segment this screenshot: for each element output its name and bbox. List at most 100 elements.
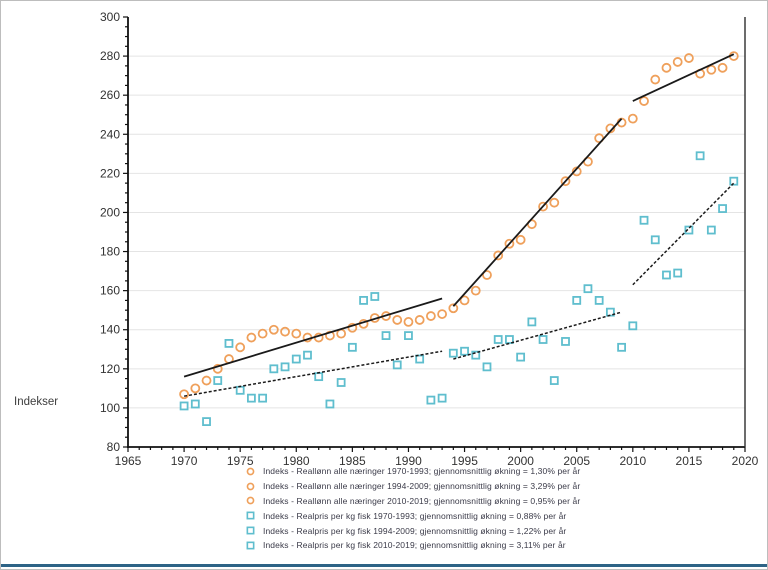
x-tick-label: 2015: [676, 454, 703, 468]
data-point-realpris: [426, 395, 436, 405]
trendline-solid: [183, 297, 443, 378]
data-point-realpris: [258, 393, 268, 403]
data-point-realloenn: [190, 383, 201, 394]
data-point-realloenn: [684, 53, 694, 63]
data-point-realpris: [684, 225, 694, 235]
data-point-realloenn: [560, 176, 571, 187]
legend-marker-circle-icon: [246, 467, 255, 476]
y-tick-label: 300: [100, 10, 120, 24]
data-point-realpris: [583, 284, 593, 294]
data-point-realpris: [471, 350, 481, 360]
data-point-realpris: [314, 372, 324, 382]
y-tick-label: 100: [100, 401, 120, 415]
legend-item: Indeks - Reallønn alle næringer 1994-200…: [246, 479, 580, 494]
legend-item-label: Indeks - Reallønn alle næringer 2010-201…: [263, 495, 581, 506]
legend-item: Indeks - Realpris per kg fisk 2010-2019;…: [246, 538, 580, 553]
data-point-realpris: [347, 342, 357, 352]
data-point-realpris: [336, 378, 346, 387]
y-tick-label: 280: [100, 49, 120, 63]
y-tick-label: 220: [100, 166, 120, 180]
data-point-realpris: [706, 225, 716, 235]
legend-item-label: Indeks - Realpris per kg fisk 1970-1993;…: [263, 510, 567, 521]
data-point-realpris: [505, 335, 514, 344]
data-point-realpris: [448, 348, 458, 358]
legend-item-label: Indeks - Realpris per kg fisk 2010-2019;…: [263, 540, 566, 551]
data-point-realloenn: [459, 295, 470, 306]
data-point-realloenn: [650, 74, 661, 85]
data-point-realloenn: [482, 270, 492, 280]
legend-item-label: Indeks - Realpris per kg fisk 1994-2009;…: [263, 525, 567, 536]
data-point-realloenn: [672, 57, 683, 67]
data-point-realloenn: [201, 375, 212, 386]
x-tick-label: 2020: [732, 454, 759, 468]
data-point-realloenn: [392, 315, 403, 325]
data-point-realpris: [381, 331, 391, 340]
data-point-realpris: [370, 292, 380, 301]
trendline-solid: [452, 118, 623, 307]
data-point-realloenn: [212, 363, 223, 374]
data-point-realloenn: [437, 309, 448, 319]
x-tick-label: 1980: [283, 454, 310, 468]
data-point-realpris: [325, 399, 335, 409]
legend-item-label: Indeks - Reallønn alle næringer 1970-199…: [263, 466, 581, 477]
legend-marker-square-icon: [246, 511, 255, 520]
data-point-realpris: [695, 151, 705, 161]
data-point-realloenn: [549, 197, 560, 208]
data-point-realpris: [729, 176, 739, 186]
data-point-realpris: [482, 362, 492, 372]
x-tick-label: 1975: [227, 454, 254, 468]
y-tick-label: 80: [107, 440, 121, 454]
legend-marker-square-icon: [246, 526, 255, 535]
legend-item: Indeks - Reallønn alle næringer 1970-199…: [246, 464, 580, 479]
data-point-realpris: [246, 393, 256, 403]
data-point-realloenn: [515, 234, 526, 245]
data-point-realpris: [561, 337, 570, 346]
trendline-dashed: [183, 350, 443, 397]
data-point-realpris: [202, 417, 211, 426]
data-point-realpris: [404, 331, 413, 340]
data-point-realpris: [213, 376, 223, 385]
trendline-dashed: [632, 182, 735, 286]
x-tick-label: 2010: [619, 454, 646, 468]
data-point-realpris: [415, 354, 425, 364]
trendline-solid: [632, 53, 735, 102]
x-tick-label: 1965: [115, 454, 142, 468]
data-point-realloenn: [706, 64, 717, 75]
data-point-realpris: [269, 364, 279, 374]
x-tick-label: 1995: [451, 454, 478, 468]
y-tick-label: 180: [100, 245, 120, 259]
data-point-realpris: [303, 350, 312, 360]
legend-item: Indeks - Realpris per kg fisk 1970-1993;…: [246, 508, 580, 523]
data-point-realpris: [639, 215, 649, 225]
data-point-realpris: [179, 401, 189, 411]
legend-item-label: Indeks - Reallønn alle næringer 1994-200…: [263, 481, 581, 492]
legend-marker-circle-icon: [246, 482, 255, 491]
data-point-realloenn: [414, 315, 425, 325]
x-tick-label: 2000: [507, 454, 534, 468]
x-tick-label: 1985: [339, 454, 366, 468]
data-point-realloenn: [639, 96, 649, 106]
data-point-realpris: [291, 354, 301, 364]
data-point-realpris: [673, 268, 683, 278]
data-point-realloenn: [257, 328, 268, 339]
x-tick-label: 1990: [395, 454, 422, 468]
data-point-realloenn: [291, 328, 302, 339]
y-axis-title: Indekser: [14, 396, 59, 408]
data-point-realloenn: [280, 326, 290, 337]
legend-marker-square-icon: [246, 541, 255, 550]
data-point-realpris: [662, 270, 671, 280]
y-tick-label: 240: [100, 127, 120, 141]
trendline-dashed: [453, 311, 622, 360]
data-point-realloenn: [336, 328, 347, 339]
legend-marker-circle-icon: [246, 497, 255, 505]
data-point-realpris: [392, 360, 402, 370]
data-point-realpris: [493, 335, 503, 344]
x-tick-label: 2005: [563, 454, 590, 468]
data-point-realpris: [527, 317, 537, 327]
x-tick-label: 1970: [171, 454, 198, 468]
y-tick-label: 140: [100, 323, 120, 337]
y-tick-label: 160: [100, 284, 120, 298]
y-tick-label: 200: [100, 205, 120, 219]
data-point-realpris: [628, 321, 638, 331]
